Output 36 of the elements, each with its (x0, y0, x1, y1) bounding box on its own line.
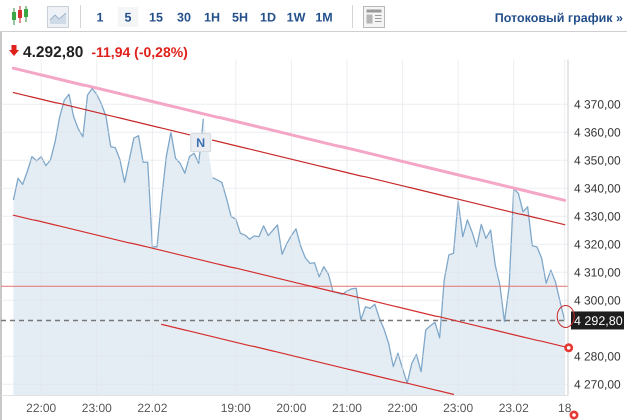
text: Потоковый график » (494, 11, 624, 25)
chart-subtitle: -11,94 (-0,28%) (91, 44, 188, 60)
x-tick-label: 22:00 (26, 401, 57, 415)
y-tick-label: 4 330,00 (574, 210, 622, 224)
x-tick-label: 22.02 (137, 401, 168, 415)
text: 5H (232, 10, 248, 24)
y-tick-label: 4 310,00 (574, 266, 622, 280)
text: 1M (315, 10, 333, 24)
x-tick-label: 19:00 (220, 401, 252, 415)
text: 1D (260, 10, 276, 24)
x-tick-label: 22:00 (388, 401, 418, 415)
text: 1W (286, 10, 306, 24)
y-tick-label: 4 320,00 (574, 238, 622, 252)
x-tick-label: 23.02 (498, 401, 530, 415)
y-tick-label: 4 370,00 (574, 98, 622, 112)
line-series (161, 324, 454, 395)
x-tick-label: 23:00 (82, 401, 112, 415)
x-tick-label: 23:00 (443, 401, 474, 415)
y-tick-label: 4 280,00 (574, 350, 622, 364)
text: 1H (204, 10, 220, 24)
x-tick-label: 20:00 (276, 401, 307, 415)
text: 1 (96, 10, 104, 24)
y-tick-label: 4 350,00 (574, 154, 622, 168)
x-tick-label: 21:00 (332, 401, 362, 415)
text: 30 (177, 10, 191, 24)
chart-title: 4.292,80 (23, 44, 84, 61)
line-series (12, 66, 566, 202)
ref-line-label: 4 292,80 (574, 314, 623, 328)
y-tick-label: 4 300,00 (574, 294, 622, 308)
y-tick-label: 4 270,00 (574, 378, 622, 392)
text: 15 (149, 10, 163, 24)
text: 5 (124, 10, 132, 24)
y-tick-label: 4 360,00 (574, 126, 622, 140)
annotation: N (196, 136, 206, 150)
y-tick-label: 4 340,00 (574, 182, 622, 196)
x-tick-label: 18 (558, 401, 572, 415)
